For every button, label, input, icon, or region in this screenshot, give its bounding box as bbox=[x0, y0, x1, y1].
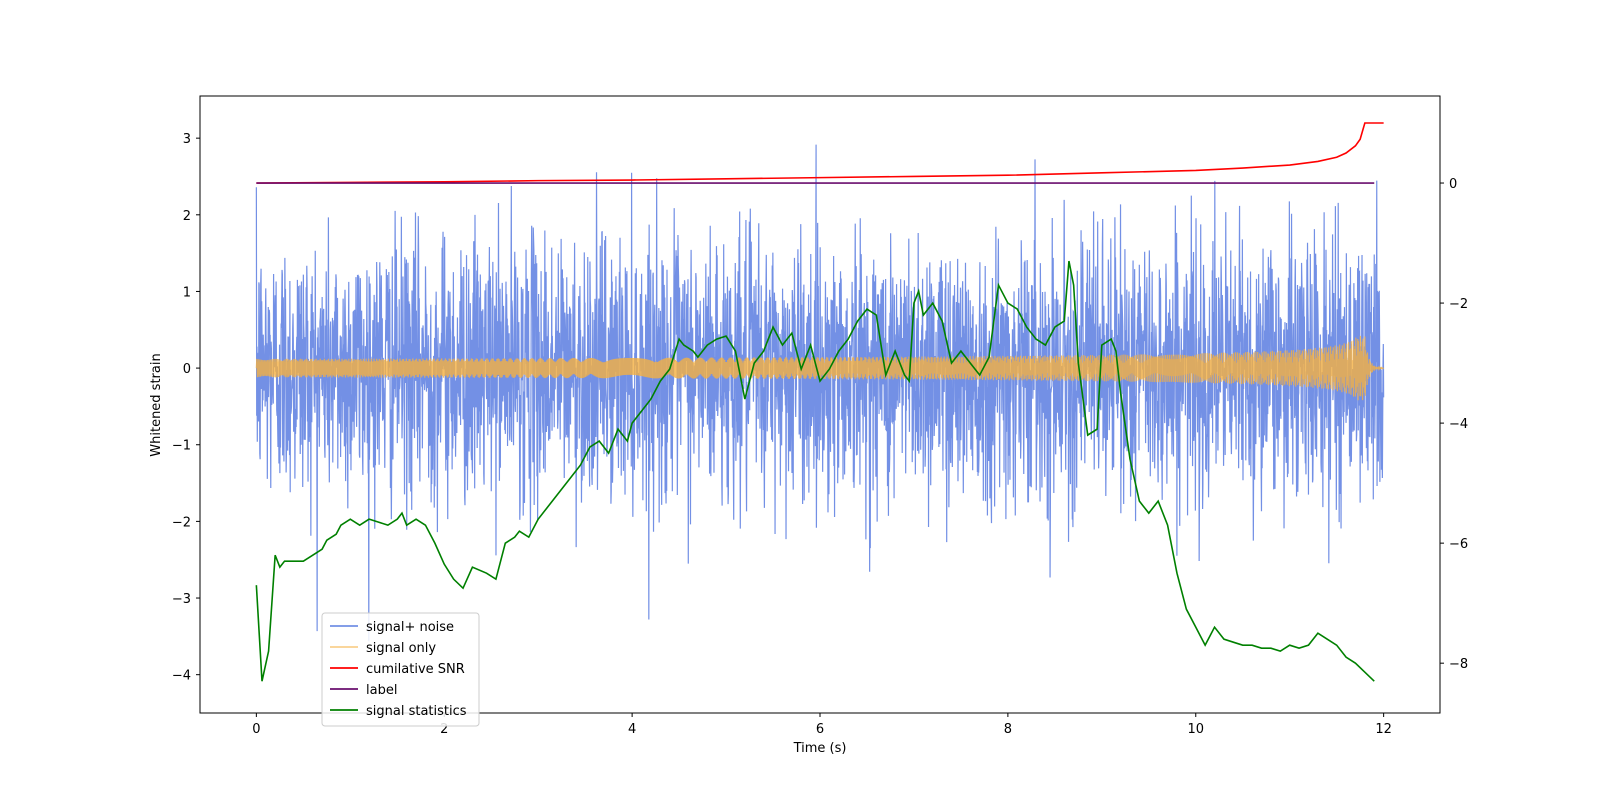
y-tick-label: −4 bbox=[172, 669, 191, 684]
series-cumilative-snr bbox=[256, 122, 1384, 184]
legend: signal+ noise signal only cumilative SNR la… bbox=[321, 612, 480, 727]
y-tick-label: −3 bbox=[172, 592, 191, 607]
y-axis-label: Whitened strain bbox=[149, 353, 164, 456]
legend-label-cumilative-snr: cumilative SNR bbox=[366, 662, 465, 677]
x-tick-label: 4 bbox=[628, 722, 636, 737]
y-tick-label: 1 bbox=[183, 285, 191, 300]
y2-tick-label: −2 bbox=[1449, 297, 1468, 312]
x-tick-label: 6 bbox=[816, 722, 824, 737]
x-tick-label: 0 bbox=[252, 722, 260, 737]
y2-tick-label: −4 bbox=[1449, 417, 1468, 432]
series-signal-statistics bbox=[255, 260, 1375, 682]
y2-tick-label: −8 bbox=[1449, 657, 1468, 672]
y-tick-label: −1 bbox=[172, 439, 191, 454]
x-axis-label: Time (s) bbox=[793, 741, 847, 756]
series-signal-only bbox=[255, 335, 1385, 401]
y-tick-label: 0 bbox=[183, 362, 191, 377]
legend-box bbox=[321, 612, 480, 727]
legend-label-signal-statistics: signal statistics bbox=[366, 704, 467, 719]
legend-label-signal-only: signal only bbox=[366, 641, 436, 656]
plot-series bbox=[255, 122, 1385, 682]
legend-label-signal-noise: signal+ noise bbox=[366, 620, 454, 635]
y-tick-label: 2 bbox=[183, 209, 191, 224]
legend-label-label: label bbox=[366, 683, 397, 698]
y-tick-label: −2 bbox=[172, 515, 191, 530]
y-axis-left: 3 2 1 0 −1 −2 −3 −4 bbox=[172, 132, 200, 684]
series-signal-noise bbox=[255, 144, 1385, 642]
x-tick-label: 10 bbox=[1187, 722, 1204, 737]
y2-tick-label: 0 bbox=[1449, 177, 1457, 192]
x-tick-label: 2 bbox=[440, 722, 448, 737]
y-tick-label: 3 bbox=[183, 132, 191, 147]
x-tick-label: 8 bbox=[1004, 722, 1012, 737]
y2-tick-label: −6 bbox=[1449, 537, 1468, 552]
y-axis-right: 0 −2 −4 −6 −8 bbox=[1440, 177, 1468, 672]
x-tick-label: 12 bbox=[1375, 722, 1392, 737]
